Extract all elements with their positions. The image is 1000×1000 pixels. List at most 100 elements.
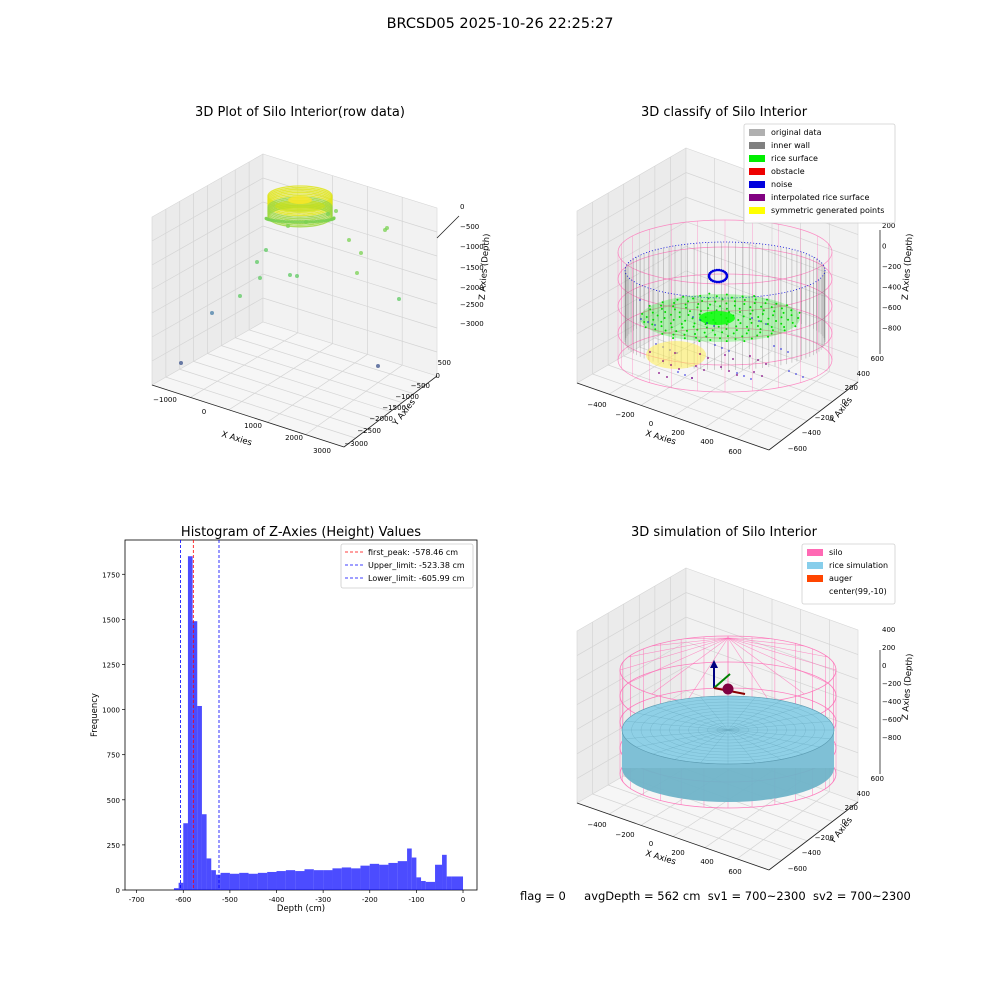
rice-surface-point [743,299,746,302]
rice-surface-point [741,295,744,298]
y-tick-label: 1000 [102,707,120,715]
histogram-bar [285,870,296,890]
y-tick-label: 400 [857,790,870,798]
silo-point [313,219,318,224]
legend-swatch [749,168,765,175]
noise-point [736,372,738,374]
legend-item: rice surface [749,154,818,163]
rice-surface-point [645,316,648,319]
histogram-bar [220,872,230,890]
noise-point [640,318,642,320]
noise-point [719,280,723,283]
silo-point [285,220,289,224]
silo-roof-line [727,637,828,658]
rice-surface-point [733,300,736,303]
rice-surface-point [643,321,646,324]
rice-surface-point [766,298,769,301]
rice-surface-point [648,304,651,307]
histogram-bar [369,863,380,890]
x-axis-line [576,802,770,871]
histogram-bar [451,876,464,890]
rice-surface-point [726,335,729,338]
grid-line [179,368,368,430]
grid-line [207,353,391,412]
legend-item: original data [749,128,822,137]
grid-line [165,376,356,439]
noise-point [647,321,649,323]
x-tick-label: 0 [649,840,653,848]
outlier-point [286,224,290,228]
x-tick-label: 400 [700,438,713,446]
axis-arrowhead-z [710,660,718,668]
x-tick-label: 2000 [285,434,303,442]
silo-roof-line [628,637,729,684]
z-tick-label: −1500 [460,264,484,272]
legend-swatch [807,575,823,582]
rice-surface-point [703,331,706,334]
rice-surface-point [721,331,724,334]
rice-surface-point [715,309,718,312]
rice-surface-point [698,313,701,316]
rice-surface-point [696,306,699,309]
z-axis-label: Z Axies (Depth) [478,233,493,300]
noise-point [743,375,745,377]
histogram-bar [304,869,314,890]
z-tick-label: 400 [882,626,895,634]
grid-line [640,340,744,406]
x-tick-label: 3000 [313,447,331,455]
y-tick-label: 1750 [102,571,120,579]
interpolated-point [736,374,738,376]
outlier-point [347,238,351,242]
rice-surface-point [660,307,663,310]
noise-point [677,371,679,373]
noise-ring [624,241,826,299]
rice-surface-point [766,322,769,325]
silo-roof-line [727,637,828,684]
interpolated-point [666,376,668,378]
rice-mesh-spoke [727,729,782,760]
histogram-bar [239,872,249,890]
rice-surface-point [698,340,701,343]
rice-mesh-spoke [652,729,729,755]
grid-line [576,641,859,706]
histogram-bar [425,881,436,890]
histogram-bar [183,823,188,890]
rice-surface-point [714,333,717,336]
y-axis-line [343,375,438,448]
rice-surface-point [735,329,738,332]
y-tick-label: 500 [107,797,120,805]
rice-surface-point [711,329,714,332]
histogram-bar [276,871,286,890]
outlier-point [359,251,363,255]
legend-swatch [749,129,765,136]
chart-title: 3D simulation of Silo Interior [631,525,818,540]
rice-surface-point [673,308,676,311]
interpolated-point [765,363,767,365]
outlier-point [210,311,214,315]
rice-surface-point [709,338,712,341]
legend-item: obstacle [749,167,805,176]
rice-surface-peak [699,311,735,325]
legend-swatch [749,194,765,201]
rice-surface-point [770,306,773,309]
rice-surface-point [761,312,764,315]
noise-point [725,273,729,276]
rice-surface-point [750,321,753,324]
y-tick-label: −500 [411,382,430,390]
histogram-bar [341,867,352,890]
rice-surface-point [672,305,675,308]
outlier-point [255,260,259,264]
raw-data-3d-panel: 3D Plot of Silo Interior(row data) −1000 0… [151,105,493,455]
y-tick-label: 750 [107,752,120,760]
silo-point [295,220,299,224]
classify-legend [743,123,896,224]
rice-surface-point [715,295,718,298]
rice-surface-point [672,337,675,340]
rice-surface-point [693,322,696,325]
rice-surface-point [683,337,686,340]
rice-mesh-spoke [625,721,729,731]
y-tick-label: 0 [842,398,846,406]
rice-surface-point [707,297,710,300]
rice-surface-point [759,331,762,334]
grid-line [193,361,379,421]
